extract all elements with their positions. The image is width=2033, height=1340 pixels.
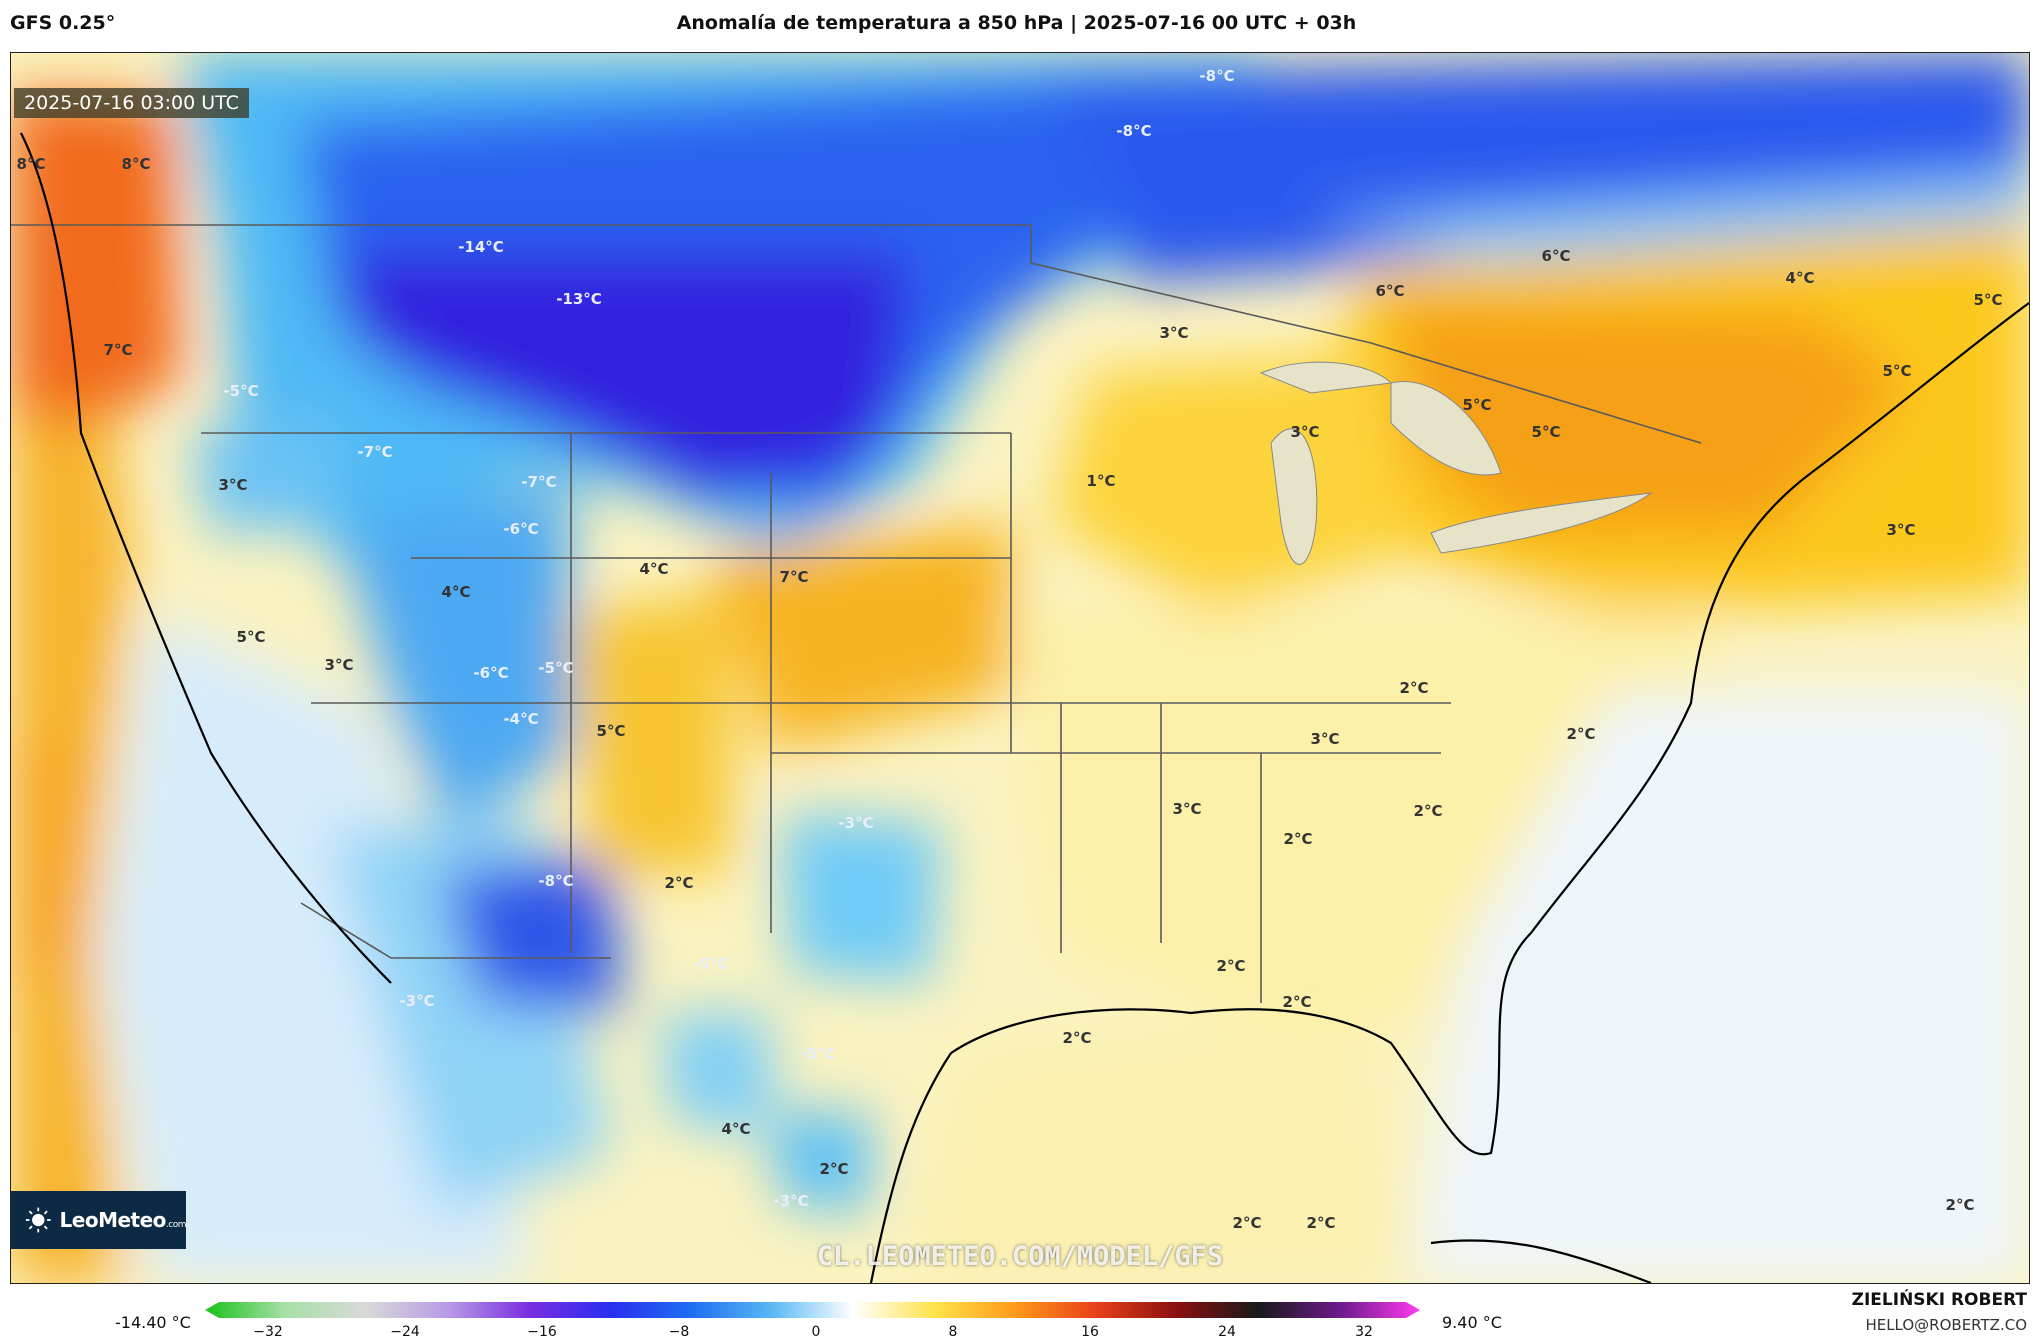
- temperature-label: 6°C: [1541, 247, 1571, 265]
- temperature-label: -7°C: [521, 473, 557, 491]
- logo-text: LeoMeteo.com: [59, 1208, 187, 1232]
- temperature-label: 2°C: [1282, 993, 1312, 1011]
- temperature-label: 5°C: [1462, 396, 1492, 414]
- temperature-label: -5°C: [223, 382, 259, 400]
- temperature-label: 4°C: [639, 560, 669, 578]
- temperature-label: 8°C: [121, 155, 151, 173]
- colorbar-tick-label: 32: [1355, 1324, 1373, 1340]
- map-canvas: 2025-07-16 03:00 UTC 8°C 8°C 7°C -5°C -14°C -…: [10, 52, 2030, 1284]
- anomaly-field: [11, 53, 2029, 1283]
- temperature-label: 2°C: [1062, 1029, 1092, 1047]
- temperature-label: 5°C: [596, 722, 626, 740]
- colorbar-tick-label: 24: [1218, 1324, 1236, 1340]
- colorbar-tick-label: 8: [948, 1324, 958, 1340]
- temperature-label: -7°C: [357, 443, 393, 461]
- temperature-label: 5°C: [1531, 423, 1561, 441]
- temperature-label: 1°C: [1086, 472, 1116, 490]
- temperature-label: 2°C: [1413, 802, 1443, 820]
- temperature-label: 3°C: [324, 656, 354, 674]
- colorbar-tick-label: −16: [527, 1324, 557, 1340]
- author-email[interactable]: HELLO@ROBERTZ.CO: [1865, 1316, 2027, 1334]
- temperature-label: -8°C: [538, 872, 574, 890]
- temperature-label: -6°C: [503, 520, 539, 538]
- colorbar-tick-label: 16: [1081, 1324, 1099, 1340]
- temperature-label: 2°C: [1283, 830, 1313, 848]
- colorbar-tick-label: −8: [668, 1324, 690, 1340]
- valid-time-badge: 2025-07-16 03:00 UTC: [14, 88, 249, 118]
- temperature-label: -8°C: [1199, 67, 1235, 85]
- temperature-label: 2°C: [819, 1160, 849, 1178]
- temperature-label: 2°C: [1232, 1214, 1262, 1232]
- temperature-label: 7°C: [103, 341, 133, 359]
- colorbar: [205, 1302, 1420, 1318]
- state-borders: [11, 224, 1702, 1003]
- temperature-label: 4°C: [721, 1120, 751, 1138]
- colorbar-min-label: -14.40 °C: [115, 1313, 191, 1332]
- temperature-label: -14°C: [458, 238, 504, 256]
- temperature-label: 3°C: [1159, 324, 1189, 342]
- sun-icon: [25, 1207, 51, 1233]
- author-name: ZIELIŃSKI ROBERT: [1851, 1290, 2027, 1310]
- temperature-label: 2°C: [1306, 1214, 1336, 1232]
- temperature-label: 3°C: [1886, 521, 1916, 539]
- site-watermark: CL.LEOMETEO.COM/MODEL/GFS: [816, 1241, 1224, 1272]
- temperature-label: 3°C: [1172, 800, 1202, 818]
- temperature-label: 8°C: [16, 155, 46, 173]
- colorbar-max-label: 9.40 °C: [1442, 1313, 1502, 1332]
- temperature-label: 2°C: [1945, 1196, 1975, 1214]
- temperature-label: -3°C: [838, 814, 874, 832]
- temperature-label: 2°C: [1216, 957, 1246, 975]
- temperature-label: 5°C: [1973, 291, 2003, 309]
- temperature-label: -4°C: [503, 710, 539, 728]
- leometeo-logo[interactable]: LeoMeteo.com: [11, 1191, 187, 1249]
- temperature-label: 2°C: [1566, 725, 1596, 743]
- temperature-label: 3°C: [1310, 730, 1340, 748]
- temperature-label: -5°C: [693, 955, 729, 973]
- model-name: GFS 0.25°: [10, 12, 116, 34]
- temperature-label: -6°C: [473, 664, 509, 682]
- temperature-label: 7°C: [779, 568, 809, 586]
- temperature-label: -5°C: [538, 659, 574, 677]
- temperature-label: 3°C: [218, 476, 248, 494]
- temperature-label: 2°C: [1399, 679, 1429, 697]
- colorbar-tick-label: −24: [390, 1324, 420, 1340]
- map-title: Anomalía de temperatura a 850 hPa | 2025…: [676, 12, 1357, 34]
- temperature-label: 3°C: [1290, 423, 1320, 441]
- temperature-label: -8°C: [1116, 122, 1152, 140]
- temperature-label: 4°C: [441, 583, 471, 601]
- temperature-label: 2°C: [664, 874, 694, 892]
- temperature-label: 5°C: [1882, 362, 1912, 380]
- colorbar-tick-label: −32: [253, 1324, 283, 1340]
- colorbar-tick-label: 0: [811, 1324, 821, 1340]
- great-lakes: [1259, 361, 1653, 565]
- temperature-label: -3°C: [773, 1192, 809, 1210]
- temperature-label: 4°C: [1785, 269, 1815, 287]
- temperature-label: -13°C: [556, 290, 602, 308]
- temperature-label: 6°C: [1375, 282, 1405, 300]
- temperature-label: -5°C: [800, 1045, 836, 1063]
- coastlines: [20, 132, 2029, 1283]
- temperature-label: -3°C: [399, 992, 435, 1010]
- temperature-label: 5°C: [236, 628, 266, 646]
